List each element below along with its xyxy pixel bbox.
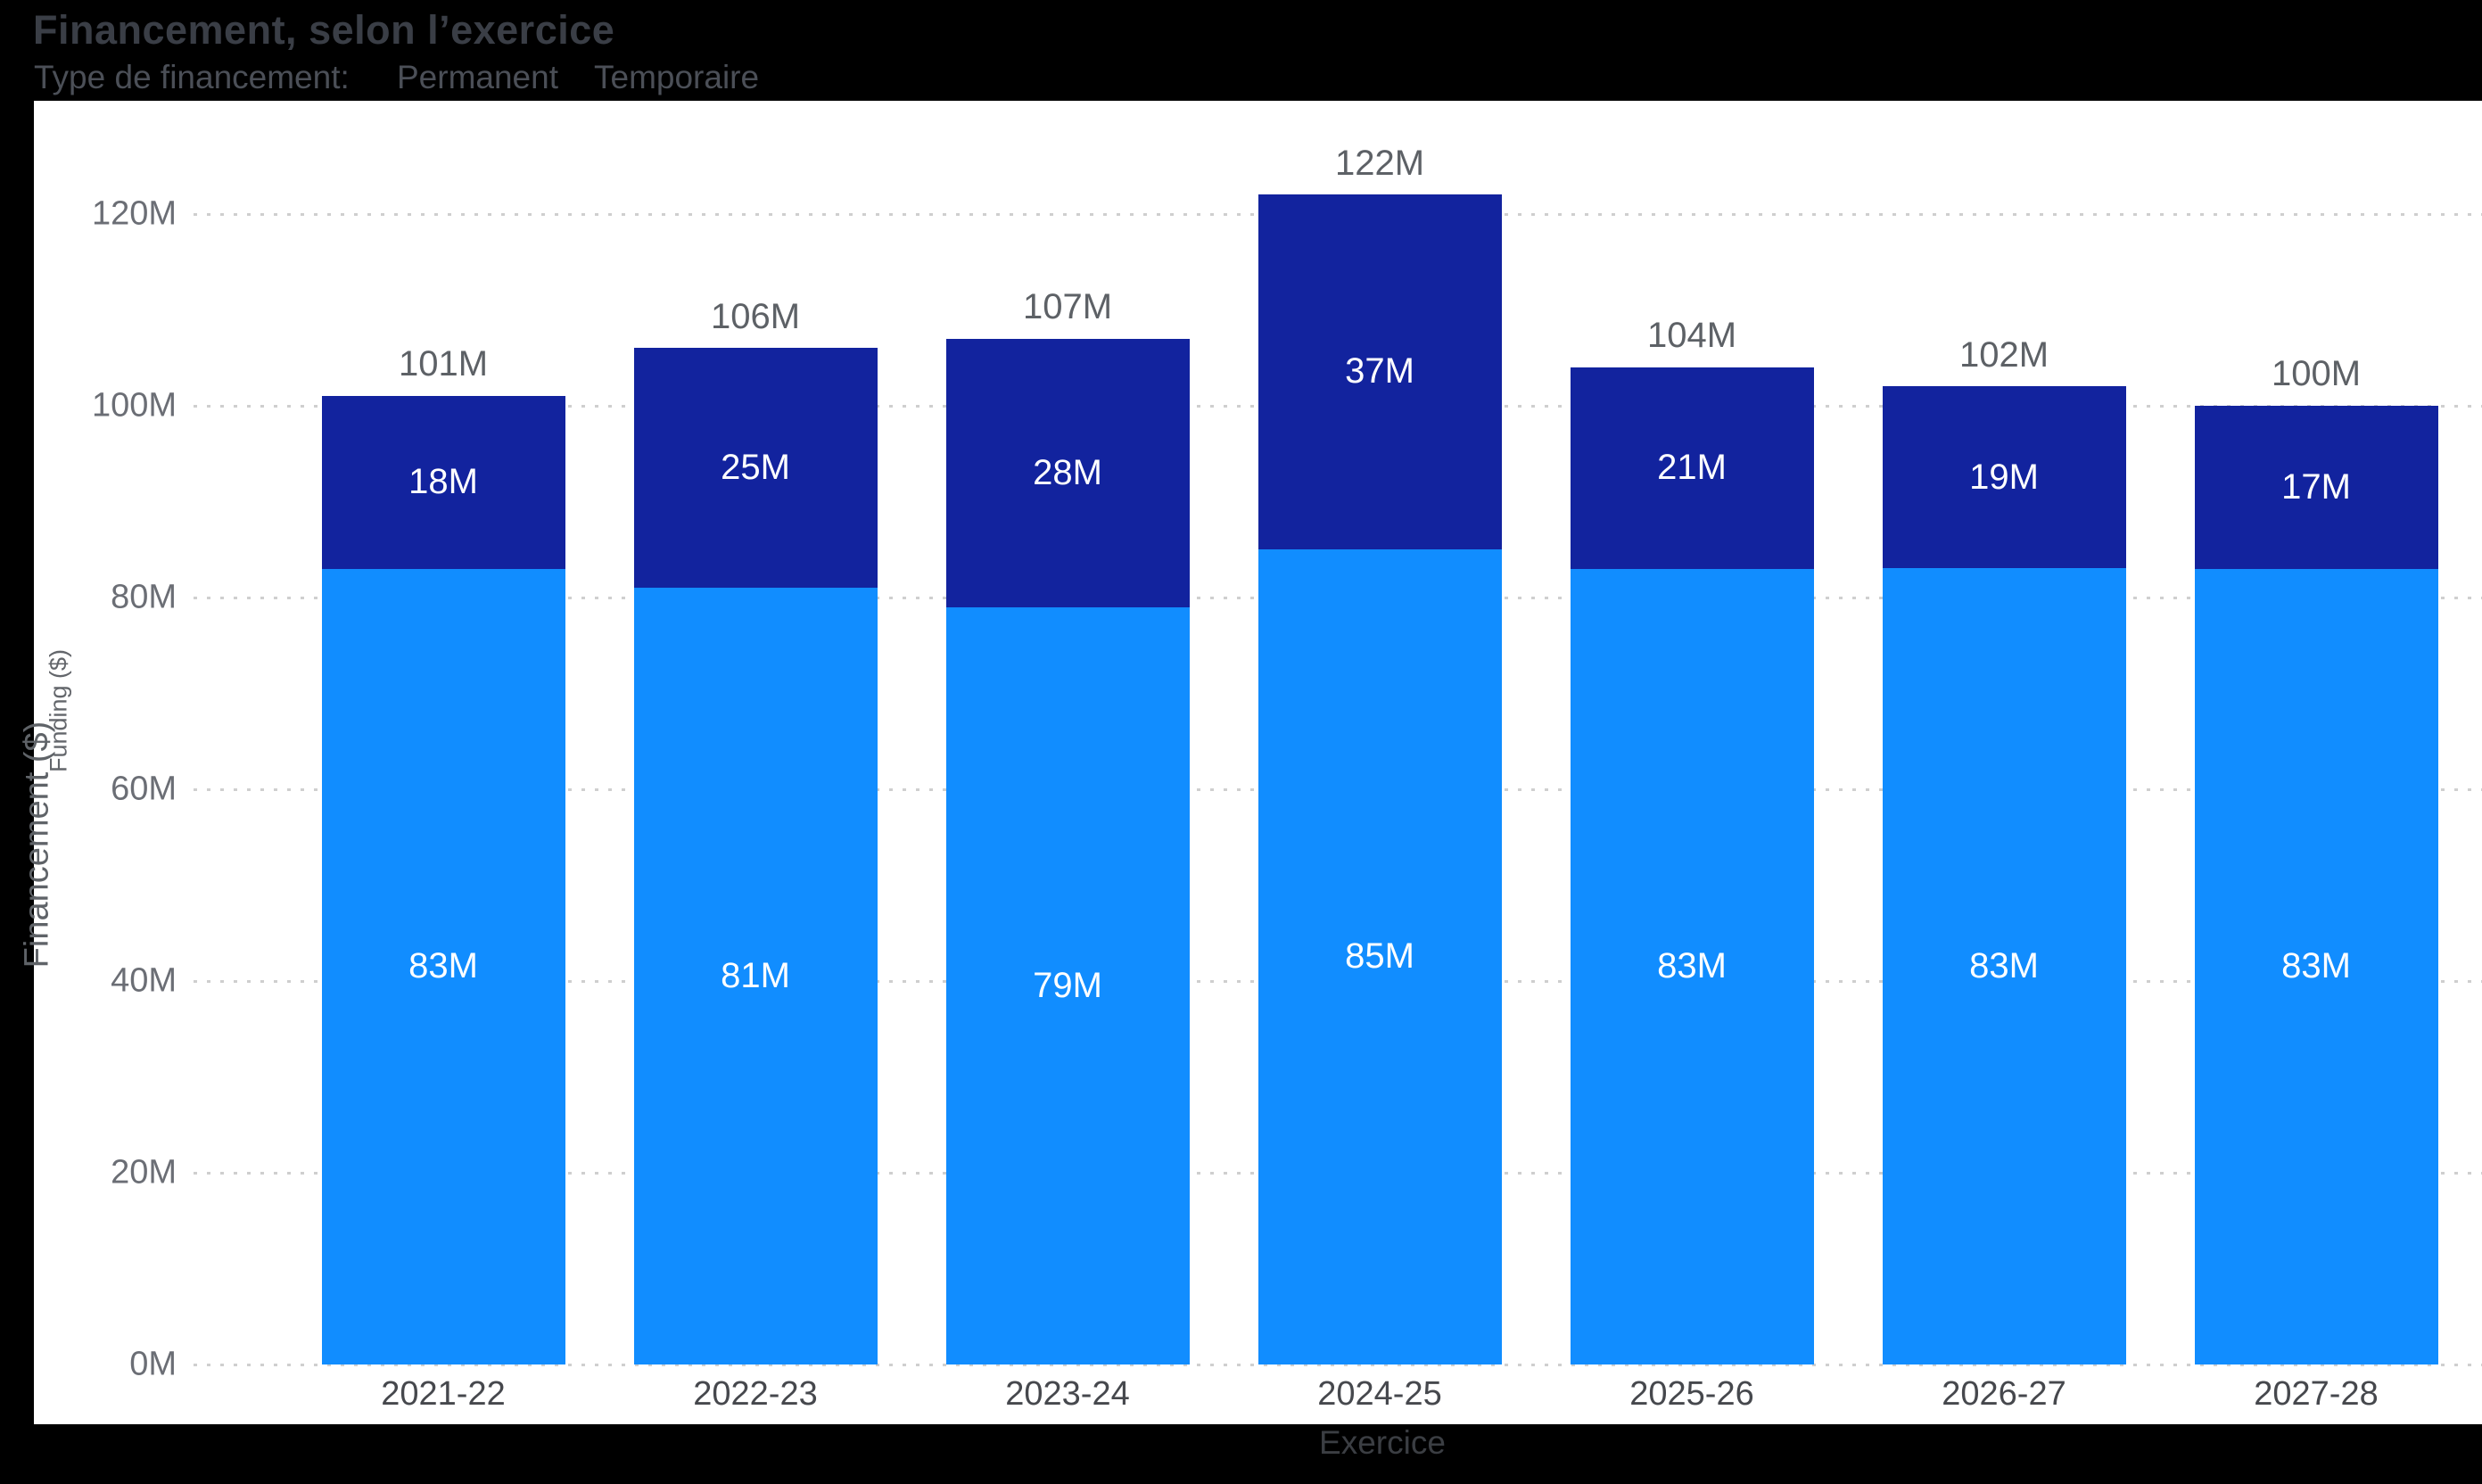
x-axis-tick-label: 2023-24 bbox=[1005, 1375, 1130, 1413]
bar-segment-label: 37M bbox=[1345, 351, 1414, 392]
legend-item-temporaire[interactable]: Temporaire bbox=[594, 59, 760, 95]
bar-segment-temporaire[interactable]: 21M bbox=[1570, 367, 1814, 569]
bar-total-label: 106M bbox=[710, 296, 801, 336]
bar-segment-label: 21M bbox=[1657, 448, 1727, 488]
y-axis-tick-label: 40M bbox=[111, 961, 177, 1000]
bar-segment-temporaire[interactable]: 19M bbox=[1882, 386, 2126, 569]
bar-segment-label: 83M bbox=[1657, 946, 1727, 986]
bar-2025-26[interactable]: 21M 83M bbox=[1570, 367, 1814, 1364]
bar-segment-label: 81M bbox=[721, 955, 790, 995]
bar-segment-permanent[interactable]: 83M bbox=[1570, 568, 1814, 1364]
bar-total-label: 102M bbox=[1958, 334, 2049, 375]
bar-segment-label: 17M bbox=[2281, 466, 2351, 507]
bar-2026-27[interactable]: 19M 83M bbox=[1882, 386, 2126, 1364]
y-axis-tick-label: 60M bbox=[111, 770, 177, 808]
bar-segment-label: 83M bbox=[1969, 945, 2039, 985]
x-axis-tick-label: 2021-22 bbox=[381, 1375, 506, 1413]
bar-segment-label: 79M bbox=[1033, 965, 1102, 1005]
bar-2027-28[interactable]: 17M 83M bbox=[2194, 406, 2438, 1364]
bar-segment-temporaire[interactable]: 25M bbox=[633, 348, 878, 588]
x-axis-tick-label: 2027-28 bbox=[2254, 1375, 2379, 1413]
bar-segment-label: 28M bbox=[1033, 452, 1102, 492]
bar-segment-label: 85M bbox=[1345, 936, 1414, 977]
legend-item-permanent[interactable]: Permanent bbox=[397, 59, 558, 95]
bar-segment-label: 19M bbox=[1969, 457, 2039, 497]
x-axis-tick-label: 2022-23 bbox=[693, 1375, 818, 1413]
bar-total-label: 122M bbox=[1334, 143, 1425, 183]
bar-total-label: 101M bbox=[398, 344, 489, 384]
chart-title: Financement, selon l’exercice bbox=[33, 7, 615, 53]
bar-2022-23[interactable]: 25M 81M bbox=[633, 348, 878, 1364]
bar-segment-permanent[interactable]: 83M bbox=[1882, 568, 2126, 1364]
bar-2023-24[interactable]: 28M 79M bbox=[945, 339, 1190, 1364]
x-axis-title: Exercice bbox=[1319, 1424, 1446, 1461]
y-axis-tick-label: 100M bbox=[91, 386, 177, 425]
bar-segment-label: 83M bbox=[408, 946, 478, 986]
y-axis-tick-label: 0M bbox=[129, 1345, 177, 1383]
y-axis-title-secondary: Funding ($) bbox=[45, 648, 72, 773]
bar-segment-label: 25M bbox=[721, 447, 790, 487]
x-axis-tick-label: 2026-27 bbox=[1942, 1375, 2066, 1413]
bar-segment-permanent[interactable]: 79M bbox=[945, 606, 1190, 1364]
bar-2024-25[interactable]: 37M 85M bbox=[1257, 194, 1502, 1364]
bar-segment-temporaire[interactable]: 17M bbox=[2194, 406, 2438, 569]
bar-segment-permanent[interactable]: 83M bbox=[2194, 568, 2438, 1364]
legend-title: Type de financement: bbox=[34, 59, 350, 95]
bar-segment-label: 18M bbox=[408, 462, 478, 502]
bar-total-label: 104M bbox=[1646, 316, 1737, 355]
bar-segment-permanent[interactable]: 83M bbox=[321, 568, 565, 1364]
bar-segment-temporaire[interactable]: 18M bbox=[321, 396, 565, 569]
bar-total-label: 100M bbox=[2271, 354, 2362, 393]
bar-segment-label: 83M bbox=[2281, 946, 2351, 986]
gridline bbox=[194, 1364, 2482, 1366]
bar-segment-permanent[interactable]: 85M bbox=[1257, 548, 1502, 1364]
x-axis-tick-label: 2025-26 bbox=[1629, 1375, 1754, 1413]
bar-segment-temporaire[interactable]: 37M bbox=[1257, 194, 1502, 549]
x-axis-tick-label: 2024-25 bbox=[1317, 1375, 1442, 1413]
bar-segment-permanent[interactable]: 81M bbox=[633, 587, 878, 1364]
legend: Type de financement: Permanent Temporaire bbox=[0, 59, 2482, 102]
bar-segment-temporaire[interactable]: 28M bbox=[945, 339, 1190, 607]
bar-total-label: 107M bbox=[1022, 286, 1113, 326]
y-axis-tick-label: 20M bbox=[111, 1153, 177, 1191]
y-axis-tick-label: 80M bbox=[111, 578, 177, 616]
y-axis-tick-label: 120M bbox=[91, 194, 177, 233]
bar-2021-22[interactable]: 18M 83M bbox=[321, 396, 565, 1364]
